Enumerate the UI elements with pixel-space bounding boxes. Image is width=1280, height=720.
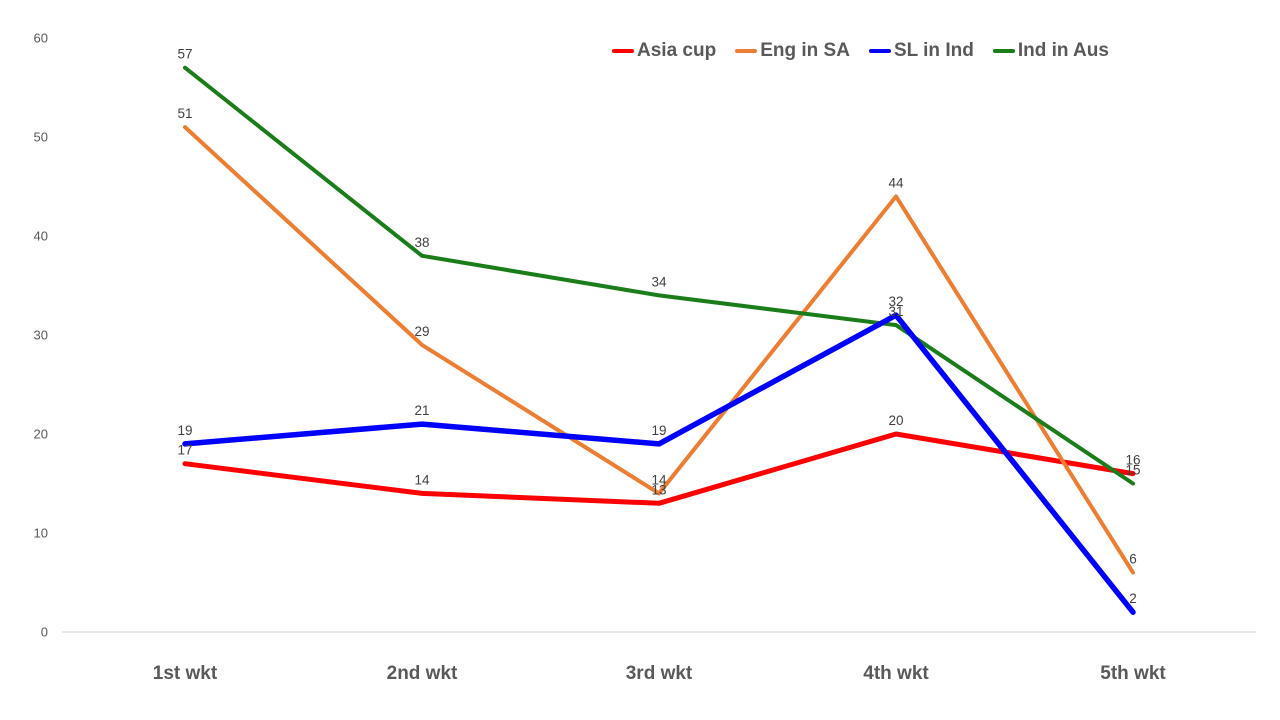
- y-axis-tick-label: 10: [34, 526, 48, 541]
- data-label: 15: [1125, 463, 1140, 478]
- legend-swatch: [612, 48, 634, 54]
- y-axis-tick-label: 50: [34, 130, 48, 145]
- data-label: 21: [414, 403, 429, 418]
- data-label: 19: [651, 423, 666, 438]
- legend-item-eng-in-sa: Eng in SA: [735, 40, 850, 62]
- data-label: 20: [888, 413, 903, 428]
- y-axis-tick-label: 20: [34, 427, 48, 442]
- data-label: 2: [1129, 591, 1137, 606]
- legend-label: Asia cup: [637, 40, 717, 61]
- y-axis-tick-label: 30: [34, 328, 48, 343]
- data-label: 38: [414, 235, 429, 250]
- x-axis-category-label: 1st wkt: [153, 663, 218, 684]
- series-line-sl-in-ind: [182, 312, 1136, 615]
- x-axis-category-label: 5th wkt: [1100, 663, 1166, 684]
- data-label: 44: [888, 175, 904, 190]
- y-axis-tick-label: 0: [41, 625, 48, 640]
- data-label: 57: [177, 47, 192, 62]
- legend-swatch: [992, 48, 1015, 54]
- legend-item-ind-in-aus: Ind in Aus: [992, 40, 1109, 62]
- series-line-asia-cup: [182, 431, 1136, 506]
- data-label: 13: [651, 482, 666, 497]
- legend: Asia cup Eng in SA SL in Ind Ind in Aus: [612, 40, 1109, 62]
- legend-label: Eng in SA: [760, 40, 850, 61]
- data-label: 6: [1129, 552, 1137, 567]
- series-line-eng-in-sa: [183, 125, 1135, 575]
- data-label: 32: [888, 294, 903, 309]
- data-label: 29: [414, 324, 429, 339]
- legend-item-sl-in-ind: SL in Ind: [868, 40, 974, 62]
- legend-item-asia-cup: Asia cup: [612, 40, 716, 62]
- data-label: 14: [651, 472, 667, 487]
- x-axis-category-label: 2nd wkt: [387, 663, 458, 684]
- legend-swatch: [735, 48, 758, 54]
- series-line-ind-in-aus: [183, 65, 1135, 486]
- y-axis-tick-label: 40: [34, 229, 48, 244]
- legend-label: Ind in Aus: [1017, 40, 1109, 61]
- legend-swatch: [868, 48, 891, 54]
- data-label: 34: [651, 274, 667, 289]
- x-axis-category-label: 3rd wkt: [626, 663, 693, 684]
- data-label: 14: [414, 472, 430, 487]
- x-axis-category-label: 4th wkt: [863, 663, 929, 684]
- legend-label: SL in Ind: [893, 40, 974, 61]
- data-label: 31: [888, 304, 903, 319]
- data-label: 51: [177, 106, 192, 121]
- y-axis-tick-label: 60: [34, 31, 48, 46]
- data-label: 16: [1125, 453, 1140, 468]
- data-label: 19: [177, 423, 192, 438]
- data-label: 17: [177, 443, 192, 458]
